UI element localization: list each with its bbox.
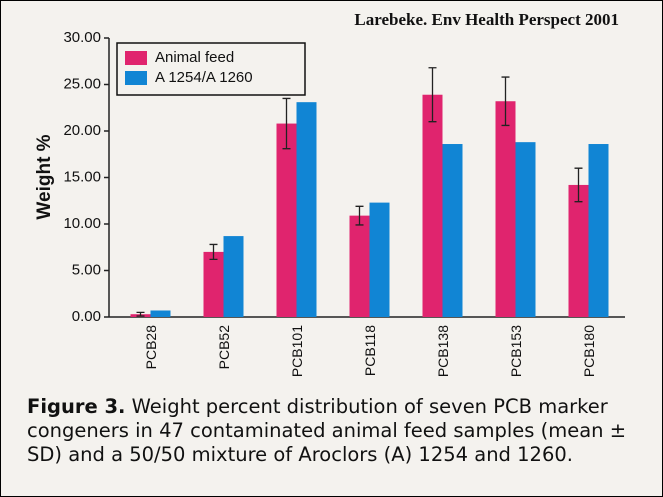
caption-text: Weight percent distribution of seven PCB… (27, 395, 627, 466)
legend-swatch (125, 51, 147, 65)
x-tick-label: PCB101 (289, 325, 305, 377)
bar (203, 251, 224, 317)
x-tick-label: PCB52 (216, 325, 232, 370)
bar (276, 123, 297, 317)
x-tick-label: PCB180 (581, 325, 597, 377)
error-bar (574, 167, 583, 203)
legend-label: A 1254/A 1260 (155, 69, 253, 86)
x-tick-label: PCB153 (508, 325, 524, 377)
bar (296, 102, 317, 317)
chart-title: Larebeke. Env Health Perspect 2001 (354, 10, 619, 29)
error-bar (136, 311, 145, 317)
error-bar (282, 97, 291, 150)
x-tick-label: PCB138 (435, 325, 451, 377)
legend-box (116, 42, 306, 96)
bar (515, 142, 536, 317)
bar (568, 184, 589, 317)
bar (588, 144, 609, 317)
caption-label: Figure 3. (27, 395, 126, 418)
legend-swatch (125, 71, 147, 85)
y-tick-label: 0.00 (72, 308, 101, 325)
y-axis-label: Weight % (34, 134, 55, 219)
y-tick-label: 5.00 (72, 261, 101, 278)
y-tick-label: 20.00 (63, 122, 101, 139)
x-tick-label: PCB28 (143, 325, 159, 370)
chart: Larebeke. Env Health Perspect 2001 Weigh… (34, 10, 625, 377)
caption: Figure 3. Weight percent distribution of… (27, 395, 647, 467)
bar (495, 101, 516, 318)
y-tick-label: 10.00 (63, 215, 101, 232)
error-bar (355, 205, 364, 226)
bar (223, 236, 244, 317)
bar (369, 202, 390, 317)
error-bar (209, 243, 218, 260)
error-bar (501, 76, 510, 127)
y-tick-label: 30.00 (63, 29, 101, 46)
y-tick-label: 15.00 (63, 168, 101, 185)
bar (442, 144, 463, 317)
x-tick-label: PCB118 (362, 325, 378, 376)
y-tick-label: 25.00 (63, 75, 101, 92)
error-bar (428, 67, 437, 123)
bar (422, 94, 443, 317)
bar (150, 310, 171, 317)
bar (349, 215, 370, 317)
legend-label: Animal feed (155, 49, 234, 66)
